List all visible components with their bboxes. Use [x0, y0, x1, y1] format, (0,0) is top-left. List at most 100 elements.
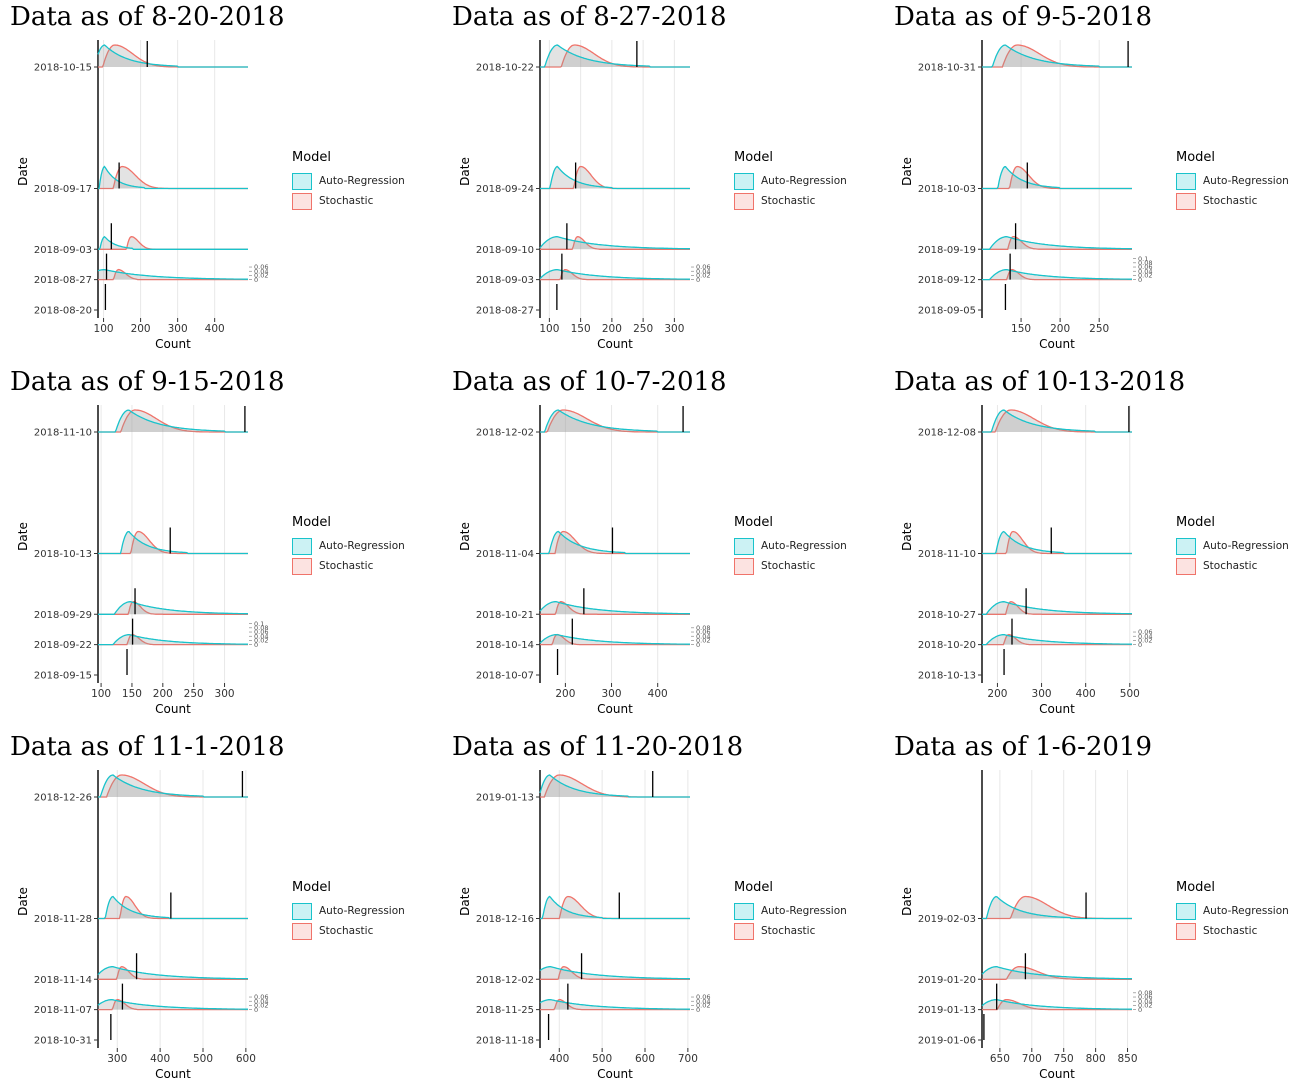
legend-title: Model	[292, 880, 332, 895]
legend-label: Stochastic	[1203, 925, 1258, 937]
x-axis-title: Count	[155, 1067, 191, 1081]
auto-regression-density-line	[98, 774, 248, 798]
chart-title: Data as of 1-6-2019	[894, 732, 1153, 762]
chart-title: Data as of 10-7-2018	[452, 367, 727, 397]
x-tick-label: 700	[678, 1053, 698, 1065]
legend-title: Model	[1176, 515, 1216, 530]
auto-regression-density-line	[98, 633, 248, 646]
density-tick-label: 0.04	[696, 632, 710, 640]
density-tick-label: 0.06	[254, 263, 268, 271]
auto-regression-density-line	[982, 166, 1132, 190]
density-tick-label: 0.04	[1138, 632, 1152, 640]
density-tick-label: 0.04	[1138, 267, 1152, 275]
y-axis-title: Date	[458, 157, 472, 186]
stochastic-density-fill	[98, 166, 248, 189]
x-axis-title: Count	[1039, 702, 1075, 716]
legend-key-auto-regression	[1176, 902, 1196, 920]
y-axis-title: Date	[16, 157, 30, 186]
plot-area: 650 700 750 800 850 2019-02-03 2019-01-20 2019-…	[900, 770, 1152, 1081]
x-tick-label: 650	[990, 1053, 1010, 1065]
auto-regression-density-fill	[98, 410, 248, 432]
stochastic-density-line	[982, 966, 1132, 980]
x-axis-title: Count	[597, 337, 633, 351]
chart-title: Data as of 10-13-2018	[894, 367, 1186, 397]
y-tick-label: 2018-09-22	[34, 640, 92, 651]
x-tick-label: 250	[633, 323, 653, 335]
legend-item: Stochastic	[292, 191, 442, 211]
auto-regression-density-fill	[98, 601, 248, 615]
auto-regression-density-line	[981, 998, 1132, 1010]
x-tick-label: 200	[1050, 323, 1070, 335]
x-axis-title: Count	[155, 702, 191, 716]
legend-key-stochastic	[1176, 557, 1196, 575]
x-tick-label: 400	[648, 688, 668, 700]
legend: Model Auto-Regression Stochastic	[734, 880, 884, 941]
legend-label: Auto-Regression	[761, 175, 847, 187]
x-axis-title: Count	[597, 702, 633, 716]
legend-label: Stochastic	[319, 195, 374, 207]
chart-panel: Data as of 9-15-2018 100 150 200 250 300 2018-…	[0, 365, 442, 725]
stochastic-density-fill	[540, 634, 690, 645]
x-tick-label: 300	[107, 1053, 127, 1065]
legend-label: Stochastic	[761, 560, 816, 572]
legend-key-stochastic	[734, 192, 754, 210]
auto-regression-density-fill	[982, 45, 1132, 67]
density-tick-label: 0	[1138, 276, 1142, 284]
auto-regression-density-line	[982, 633, 1132, 646]
auto-regression-density-fill	[98, 166, 248, 189]
y-axis-title: Date	[458, 522, 472, 551]
y-tick-label: 2018-11-25	[476, 1005, 534, 1016]
x-tick-label: 500	[1120, 688, 1140, 700]
stochastic-density-fill	[540, 236, 690, 250]
legend-key-auto-regression	[734, 902, 754, 920]
x-tick-label: 300	[215, 688, 235, 700]
legend-label: Auto-Regression	[1203, 175, 1289, 187]
legend: Model Auto-Regression Stochastic	[292, 880, 442, 941]
y-tick-label: 2019-01-20	[918, 975, 976, 986]
y-tick-label: 2018-11-10	[918, 549, 976, 560]
density-tick-label: 0.04	[696, 997, 710, 1005]
stochastic-density-line	[540, 966, 690, 980]
legend-item: Auto-Regression	[1176, 901, 1302, 921]
auto-regression-density-fill	[982, 896, 1132, 919]
auto-regression-density-fill	[98, 236, 248, 250]
legend-key-auto-regression	[292, 902, 312, 920]
legend-label: Stochastic	[761, 925, 816, 937]
density-tick-label: 0.1	[254, 620, 264, 628]
x-tick-label: 200	[555, 688, 575, 700]
auto-regression-density-line	[97, 44, 248, 68]
y-axis-title: Date	[900, 522, 914, 551]
x-tick-label: 200	[602, 323, 622, 335]
auto-regression-density-fill	[98, 966, 248, 980]
stochastic-density-fill	[540, 269, 690, 280]
auto-regression-density-fill	[540, 966, 690, 980]
y-axis-title: Date	[16, 887, 30, 916]
legend-item: Stochastic	[734, 191, 884, 211]
y-tick-label: 2018-10-07	[476, 671, 534, 682]
y-tick-label: 2018-10-31	[918, 63, 976, 74]
legend: Model Auto-Regression Stochastic	[734, 150, 884, 211]
x-tick-label: 400	[150, 1053, 170, 1065]
auto-regression-density-fill	[540, 236, 690, 250]
auto-regression-density-line	[982, 409, 1132, 433]
legend-key-stochastic	[1176, 192, 1196, 210]
auto-regression-density-line	[539, 774, 690, 798]
chart-panel: Data as of 8-27-2018 100 150 200 250 300 2018-…	[442, 0, 884, 360]
legend-label: Stochastic	[761, 195, 816, 207]
density-tick-label: 0.06	[696, 628, 710, 636]
stochastic-density-fill	[982, 896, 1132, 919]
auto-regression-density-fill	[982, 410, 1132, 432]
x-tick-label: 400	[205, 323, 225, 335]
auto-regression-density-line	[98, 531, 248, 555]
plot-area: 300 400 500 600 2018-12-26 2018-11-28 2018-11-…	[16, 770, 268, 1081]
stochastic-density-fill	[98, 236, 248, 250]
legend-key-auto-regression	[734, 537, 754, 555]
x-axis-title: Count	[1039, 1067, 1075, 1081]
density-tick-label: 0.08	[1138, 989, 1152, 997]
chart-title: Data as of 8-20-2018	[10, 2, 285, 32]
auto-regression-density-line	[540, 409, 690, 433]
chart-panel: Data as of 11-20-2018 400 500 600 700 2019-01…	[442, 730, 884, 1090]
legend-item: Stochastic	[292, 556, 442, 576]
y-tick-label: 2018-10-21	[476, 610, 534, 621]
stochastic-density-fill	[98, 634, 248, 645]
